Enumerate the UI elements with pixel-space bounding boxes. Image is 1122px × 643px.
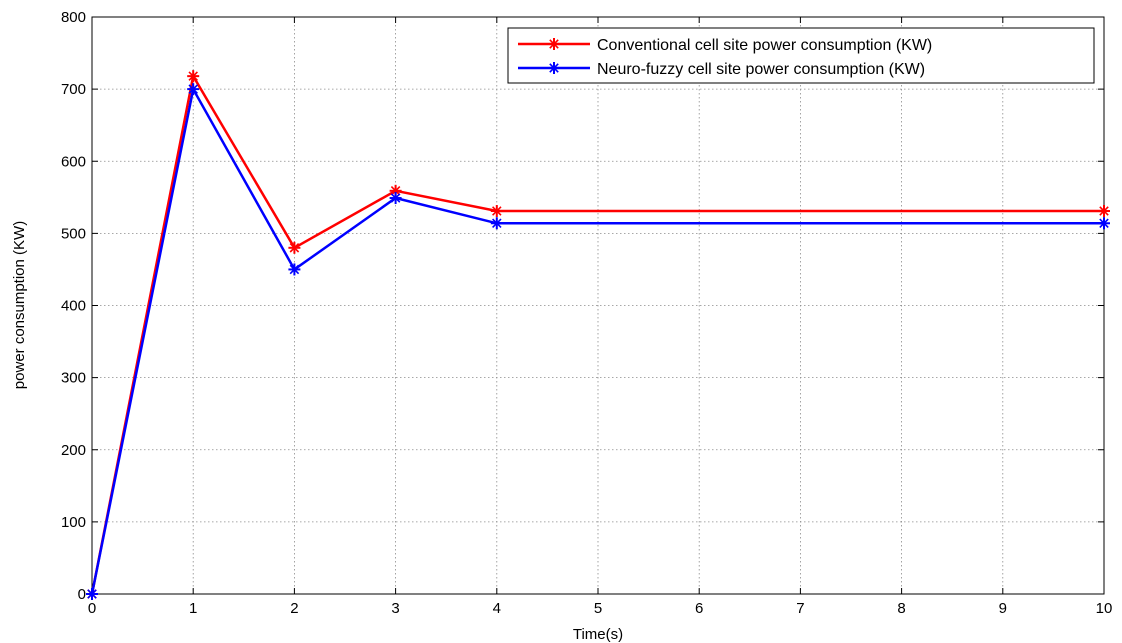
y-tick-label: 300 <box>61 370 86 387</box>
series-line <box>90 72 1104 595</box>
x-tick-label: 4 <box>493 600 501 617</box>
y-tick-label: 0 <box>78 586 86 603</box>
y-tick-label: 700 <box>61 81 86 98</box>
y-axis-label: power consumption (KW) <box>11 221 28 389</box>
y-tick-label: 100 <box>61 514 86 531</box>
y-tick-label: 500 <box>61 225 86 242</box>
x-tick-label: 1 <box>189 600 197 617</box>
legend-label: Neuro-fuzzy cell site power consumption … <box>597 61 925 78</box>
x-tick-label: 3 <box>391 600 399 617</box>
data-point <box>389 192 402 205</box>
x-tick-label: 8 <box>897 600 905 617</box>
y-tick-label: 800 <box>61 9 86 26</box>
data-point <box>1098 205 1110 218</box>
x-tick-label: 7 <box>796 600 804 617</box>
legend-item: Neuro-fuzzy cell site power consumption … <box>518 61 925 78</box>
x-tick-label: 2 <box>290 600 298 617</box>
legend-item: Conventional cell site power consumption… <box>518 37 932 54</box>
legend-label: Conventional cell site power consumption… <box>597 37 932 54</box>
x-tick-label: 9 <box>999 600 1007 617</box>
series-line <box>90 85 1104 595</box>
series-2 <box>86 83 1110 600</box>
data-point <box>288 241 301 254</box>
legend-box <box>507 27 1095 84</box>
legend-marker <box>548 62 560 74</box>
data-point <box>187 70 200 83</box>
legend: Conventional cell site power consumption… <box>507 27 1095 84</box>
y-tick-label: 400 <box>61 298 86 315</box>
x-axis-label: Time(s) <box>573 626 623 643</box>
x-tick-label: 10 <box>1096 600 1113 617</box>
x-tick-label: 6 <box>695 600 703 617</box>
data-point <box>1098 217 1110 230</box>
y-tick-label: 600 <box>61 153 86 170</box>
data-point <box>490 205 503 218</box>
data-point <box>490 217 503 230</box>
data-point <box>187 83 200 96</box>
series-group <box>86 70 1110 600</box>
data-point <box>288 263 301 276</box>
data-point <box>86 588 98 600</box>
x-tick-label: 0 <box>88 600 96 617</box>
legend-marker <box>548 38 560 50</box>
grid <box>92 17 1104 594</box>
y-tick-label: 200 <box>61 442 86 459</box>
x-tick-label: 5 <box>594 600 602 617</box>
